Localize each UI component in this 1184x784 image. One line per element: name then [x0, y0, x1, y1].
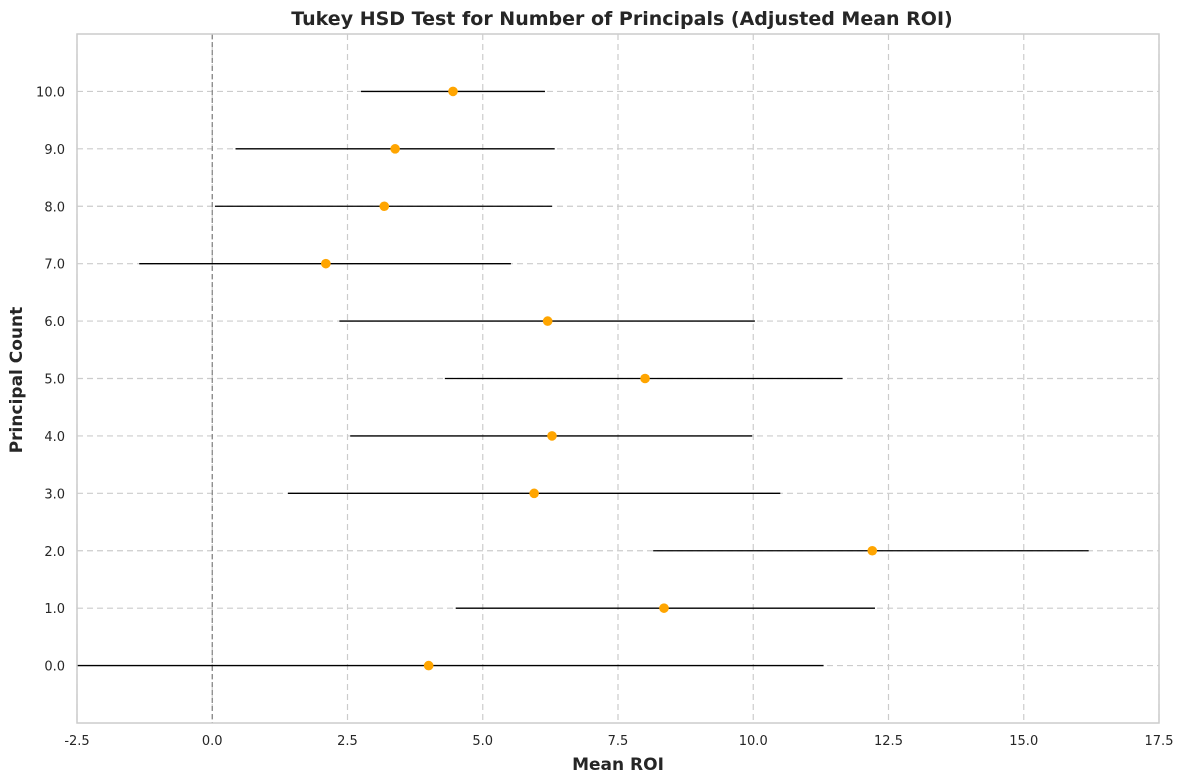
mean-point-10 [448, 86, 458, 97]
y-tick-label-10: 10.0 [36, 85, 65, 100]
x-tick-label-1: 0.0 [202, 734, 223, 749]
mean-point-9 [390, 144, 400, 154]
x-axis-label: Mean ROI [572, 755, 664, 775]
mean-point-3 [529, 488, 539, 499]
y-tick-label-3: 3.0 [44, 487, 65, 502]
x-tick-label-0: -2.5 [64, 734, 89, 749]
x-tick-labels: -2.5 0.0 2.5 5.0 7.5 10.0 12.5 15.0 17.5 [64, 734, 1173, 749]
y-tick-label-0: 0.0 [44, 660, 65, 675]
mean-point-0 [423, 660, 434, 671]
mean-point-1 [659, 603, 669, 613]
plot-frame [76, 33, 1160, 724]
chart-title: Tukey HSD Test for Number of Principals … [291, 8, 952, 30]
y-tick-label-1: 1.0 [44, 602, 65, 617]
x-tick-label-7: 15.0 [1009, 734, 1038, 749]
mean-point-5 [640, 373, 650, 384]
x-tick-label-3: 5.0 [472, 734, 493, 749]
x-tick-label-8: 17.5 [1145, 734, 1174, 749]
y-tick-label-5: 5.0 [44, 373, 65, 388]
x-tick-label-5: 10.0 [739, 734, 768, 749]
mean-points [321, 86, 878, 671]
x-tick-label-2: 2.5 [337, 734, 358, 749]
y-tick-label-4: 4.0 [44, 430, 65, 445]
mean-point-4 [547, 431, 557, 441]
y-tick-labels: 0.0 1.0 2.0 3.0 4.0 5.0 6.0 7.0 8.0 9.0 10.0 [36, 85, 65, 674]
y-tick-label-9: 9.0 [44, 143, 65, 158]
mean-point-6 [542, 316, 553, 326]
y-tick-label-2: 2.0 [44, 545, 65, 560]
x-tick-label-4: 7.5 [608, 734, 629, 749]
y-tick-label-6: 6.0 [44, 315, 65, 330]
mean-point-7 [321, 258, 331, 269]
y-tick-label-7: 7.0 [44, 258, 65, 273]
y-tick-label-8: 8.0 [44, 200, 65, 215]
x-tick-label-6: 12.5 [874, 734, 903, 749]
y-axis-label: Principal Count [7, 307, 27, 454]
mean-point-2 [867, 545, 878, 556]
mean-point-8 [379, 201, 390, 212]
